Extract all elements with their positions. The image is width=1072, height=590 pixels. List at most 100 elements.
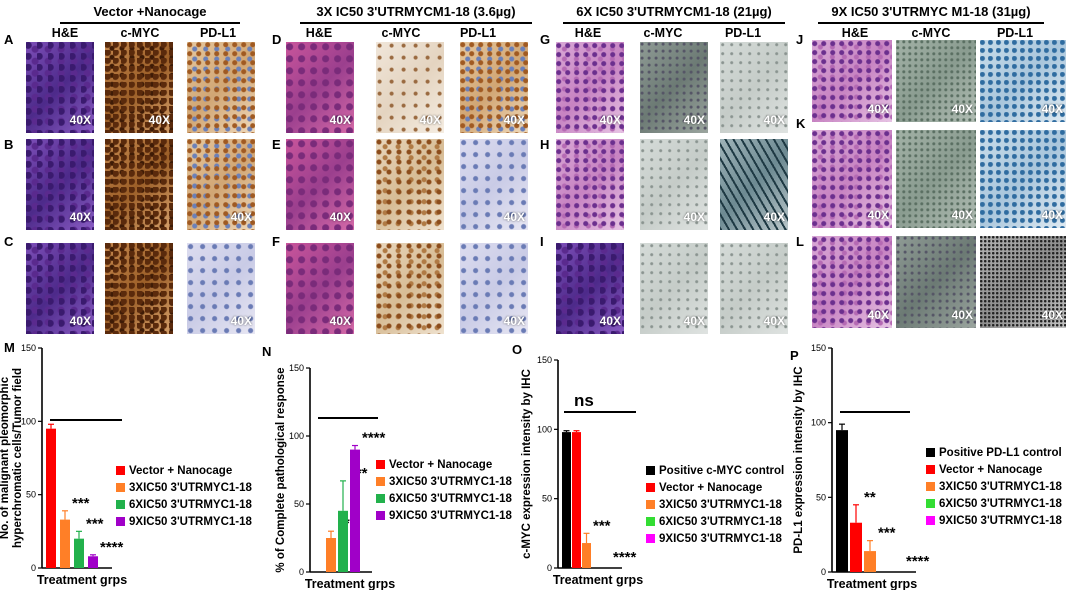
significance-stars: *** — [878, 525, 896, 542]
legend-item: Vector + Nanocage — [376, 456, 512, 473]
row-letter-d: D — [272, 32, 282, 47]
row-letter-f: F — [272, 234, 280, 249]
y-tick-label: 150 — [811, 343, 826, 353]
x-axis-label: Treatment grps — [37, 573, 127, 587]
row-letter-j: J — [796, 32, 804, 47]
micrograph-j-pdl1: 40X — [980, 40, 1066, 122]
row-letter-c: C — [4, 234, 14, 249]
legend-label: 3XIC50 3'UTRMYC1-18 — [389, 475, 512, 488]
legend-swatch — [376, 511, 385, 520]
row-letter-b: B — [4, 137, 14, 152]
chart-p: 0 50 100 150 PD-L1 expression intensity by I… — [793, 343, 930, 590]
magnification-label: 40X — [683, 210, 705, 224]
legend-swatch — [926, 482, 935, 491]
legend-item: Vector + Nanocage — [926, 461, 1062, 478]
micrograph-i-he: 40X — [556, 243, 624, 334]
legend-item: 3XIC50 3'UTRMYC1-18 — [116, 479, 252, 496]
legend-item: Vector + Nanocage — [646, 479, 784, 496]
row-letter-h: H — [540, 137, 550, 152]
micrograph-g-cmyc: 40X — [640, 42, 708, 133]
legend-item: 9XIC50 3'UTRMYC1-18 — [376, 507, 512, 524]
bar — [326, 538, 336, 572]
y-axis-label: PD-L1 expression intensity by IHC — [793, 366, 805, 553]
panel-letter-p: P — [790, 348, 799, 363]
legend-swatch — [376, 477, 385, 486]
magnification-label: 40X — [763, 314, 785, 328]
y-axis-label: No. of malignant pleomorphic — [0, 376, 11, 539]
micrograph-c-he: 40X — [26, 243, 94, 334]
y-tick-label: 150 — [289, 363, 304, 373]
legend-swatch — [376, 460, 385, 469]
y-tick-label: 50 — [294, 499, 304, 509]
magnification-label: 40X — [503, 210, 525, 224]
significance-stars: *** — [86, 515, 104, 532]
micrograph-c-pdl1: 40X — [187, 243, 255, 334]
micrograph-g-he: 40X — [556, 42, 624, 133]
legend-swatch — [646, 466, 655, 475]
legend-swatch — [116, 466, 125, 475]
row-letter-a: A — [4, 32, 14, 47]
micrograph-j-he: 40X — [812, 40, 892, 122]
legend-label: 6XIC50 3'UTRMYC1-18 — [129, 498, 252, 511]
y-tick-label: 0 — [547, 563, 552, 573]
row-letter-l: L — [796, 234, 804, 249]
micrograph-j-cmyc: 40X — [896, 40, 976, 122]
magnification-label: 40X — [599, 113, 621, 127]
magnification-label: 40X — [867, 102, 889, 116]
row-letter-g: G — [540, 32, 551, 47]
legend-item: 9XIC50 3'UTRMYC1-18 — [646, 530, 784, 547]
y-tick-label: 100 — [289, 431, 304, 441]
micrograph-c-cmyc — [105, 243, 173, 334]
significance-stars: *** — [72, 495, 90, 512]
micrograph-f-he: 40X — [286, 243, 354, 334]
annotation-ns: ns — [574, 391, 594, 410]
group-title-6x: 6X IC50 3'UTRMYCM1-18 (21µg) — [563, 2, 785, 24]
legend-label: 3XIC50 3'UTRMYC1-18 — [939, 480, 1062, 493]
legend-item: 9XIC50 3'UTRMYC1-18 — [926, 512, 1062, 529]
panel-letter-o: O — [512, 342, 523, 357]
bar — [46, 428, 56, 568]
row-letter-e: E — [272, 137, 281, 152]
y-tick-label: 100 — [21, 416, 36, 426]
magnification-label: 40X — [503, 113, 525, 127]
bar — [850, 522, 862, 572]
micrograph-d-pdl1: 40X — [460, 42, 528, 133]
micrograph-b-pdl1: 40X — [187, 139, 255, 230]
legend-swatch — [646, 500, 655, 509]
legend-n: Vector + Nanocage 3XIC50 3'UTRMYC1-18 6XIC… — [376, 456, 512, 524]
magnification-label: 40X — [763, 210, 785, 224]
magnification-label: 40X — [599, 314, 621, 328]
magnification-label: 40X — [148, 113, 170, 127]
col-label-cmyc: c-MYC — [120, 26, 160, 40]
x-axis-label: Treatment grps — [827, 577, 917, 590]
magnification-label: 40X — [230, 210, 252, 224]
legend-label: 6XIC50 3'UTRMYC1-18 — [939, 497, 1062, 510]
col-label-he: H&E — [574, 26, 602, 40]
chart-n: 0 50 100 150% of Complete pathological resp… — [275, 363, 395, 590]
legend-item: 3XIC50 3'UTRMYC1-18 — [646, 496, 784, 513]
significance-stars: ** — [864, 489, 876, 506]
bar — [572, 432, 581, 568]
legend-p: Positive PD-L1 control Vector + Nanocage 3… — [926, 444, 1062, 529]
micrograph-a-cmyc: 40X — [105, 42, 173, 133]
legend-label: Positive c-MYC control — [659, 464, 785, 477]
magnification-label: 40X — [329, 314, 351, 328]
legend-label: Vector + Nanocage — [389, 458, 493, 471]
legend-label: Vector + Nanocage — [129, 464, 233, 477]
micrograph-a-he: 40X — [26, 42, 94, 133]
legend-swatch — [926, 448, 935, 457]
legend-item: 6XIC50 3'UTRMYC1-18 — [376, 490, 512, 507]
legend-label: 9XIC50 3'UTRMYC1-18 — [939, 514, 1062, 527]
legend-item: 6XIC50 3'UTRMYC1-18 — [116, 496, 252, 513]
micrograph-f-pdl1: 40X — [460, 243, 528, 334]
magnification-label: 40X — [230, 314, 252, 328]
y-tick-label: 0 — [31, 563, 36, 573]
micrograph-l-he: 40X — [812, 236, 892, 328]
micrograph-b-cmyc — [105, 139, 173, 230]
legend-label: 6XIC50 3'UTRMYC1-18 — [659, 515, 782, 528]
y-tick-label: 150 — [21, 343, 36, 353]
bar — [74, 538, 84, 568]
legend-label: 3XIC50 3'UTRMYC1-18 — [129, 481, 252, 494]
panel-letter-n: N — [262, 344, 272, 359]
col-label-he: H&E — [51, 26, 79, 40]
